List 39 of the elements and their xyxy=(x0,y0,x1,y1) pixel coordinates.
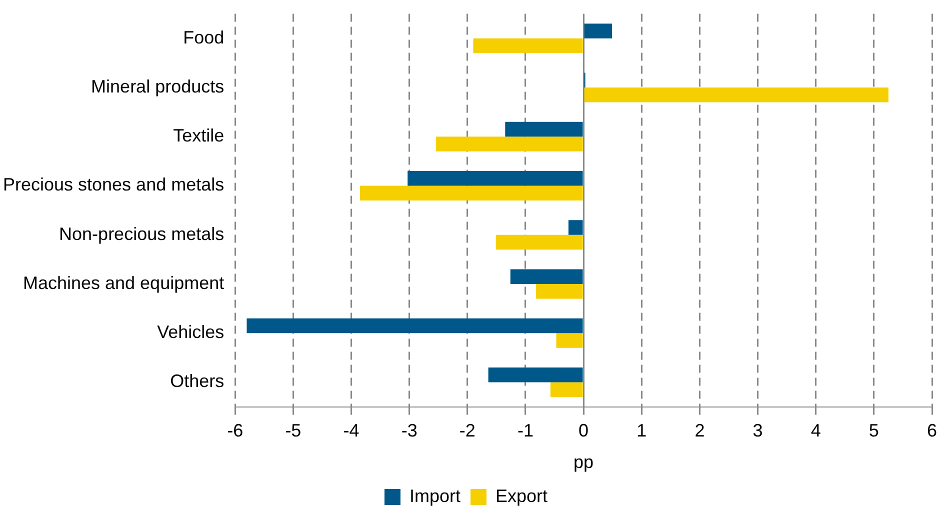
x-tick-label: 5 xyxy=(868,420,879,441)
bar xyxy=(550,382,583,397)
bar xyxy=(496,234,583,250)
bar xyxy=(584,87,888,102)
y-tick-label: Mineral products xyxy=(91,76,224,96)
x-tick-label: -1 xyxy=(517,420,534,441)
bar xyxy=(536,284,583,299)
x-tick-label: -5 xyxy=(285,420,302,441)
bar xyxy=(568,220,583,235)
bar xyxy=(360,186,583,200)
y-tick-label: Non-precious metals xyxy=(59,224,224,244)
legend-label: Export xyxy=(495,486,548,506)
bar xyxy=(584,24,612,38)
x-tick-label: -3 xyxy=(401,420,418,441)
bar xyxy=(436,136,583,152)
y-tick-label: Others xyxy=(170,371,224,392)
bar xyxy=(505,122,583,137)
bar xyxy=(246,318,583,334)
x-tick-label: 4 xyxy=(810,420,821,441)
x-tick-label: -2 xyxy=(459,420,476,441)
bar xyxy=(473,38,583,54)
x-tick-label: -4 xyxy=(343,420,360,441)
y-tick-label: Machines and equipment xyxy=(22,272,224,293)
y-tick-label: Textile xyxy=(173,126,224,146)
x-axis-title: pp xyxy=(574,452,594,472)
x-tick-label: 3 xyxy=(752,420,763,441)
bar xyxy=(510,269,583,284)
legend-label: Import xyxy=(409,486,460,506)
x-tick-label: 1 xyxy=(636,420,647,441)
y-tick-label: Food xyxy=(183,27,224,48)
x-tick-label: 6 xyxy=(926,420,938,441)
x-tick-label: -6 xyxy=(227,420,244,441)
x-tick-label: 0 xyxy=(578,420,589,441)
y-tick-label: Precious stones and metals xyxy=(2,174,224,195)
bar xyxy=(556,333,583,348)
bar xyxy=(488,368,583,382)
y-tick-label: Vehicles xyxy=(157,322,224,342)
bar xyxy=(408,171,583,186)
x-tick-label: 2 xyxy=(694,420,705,441)
